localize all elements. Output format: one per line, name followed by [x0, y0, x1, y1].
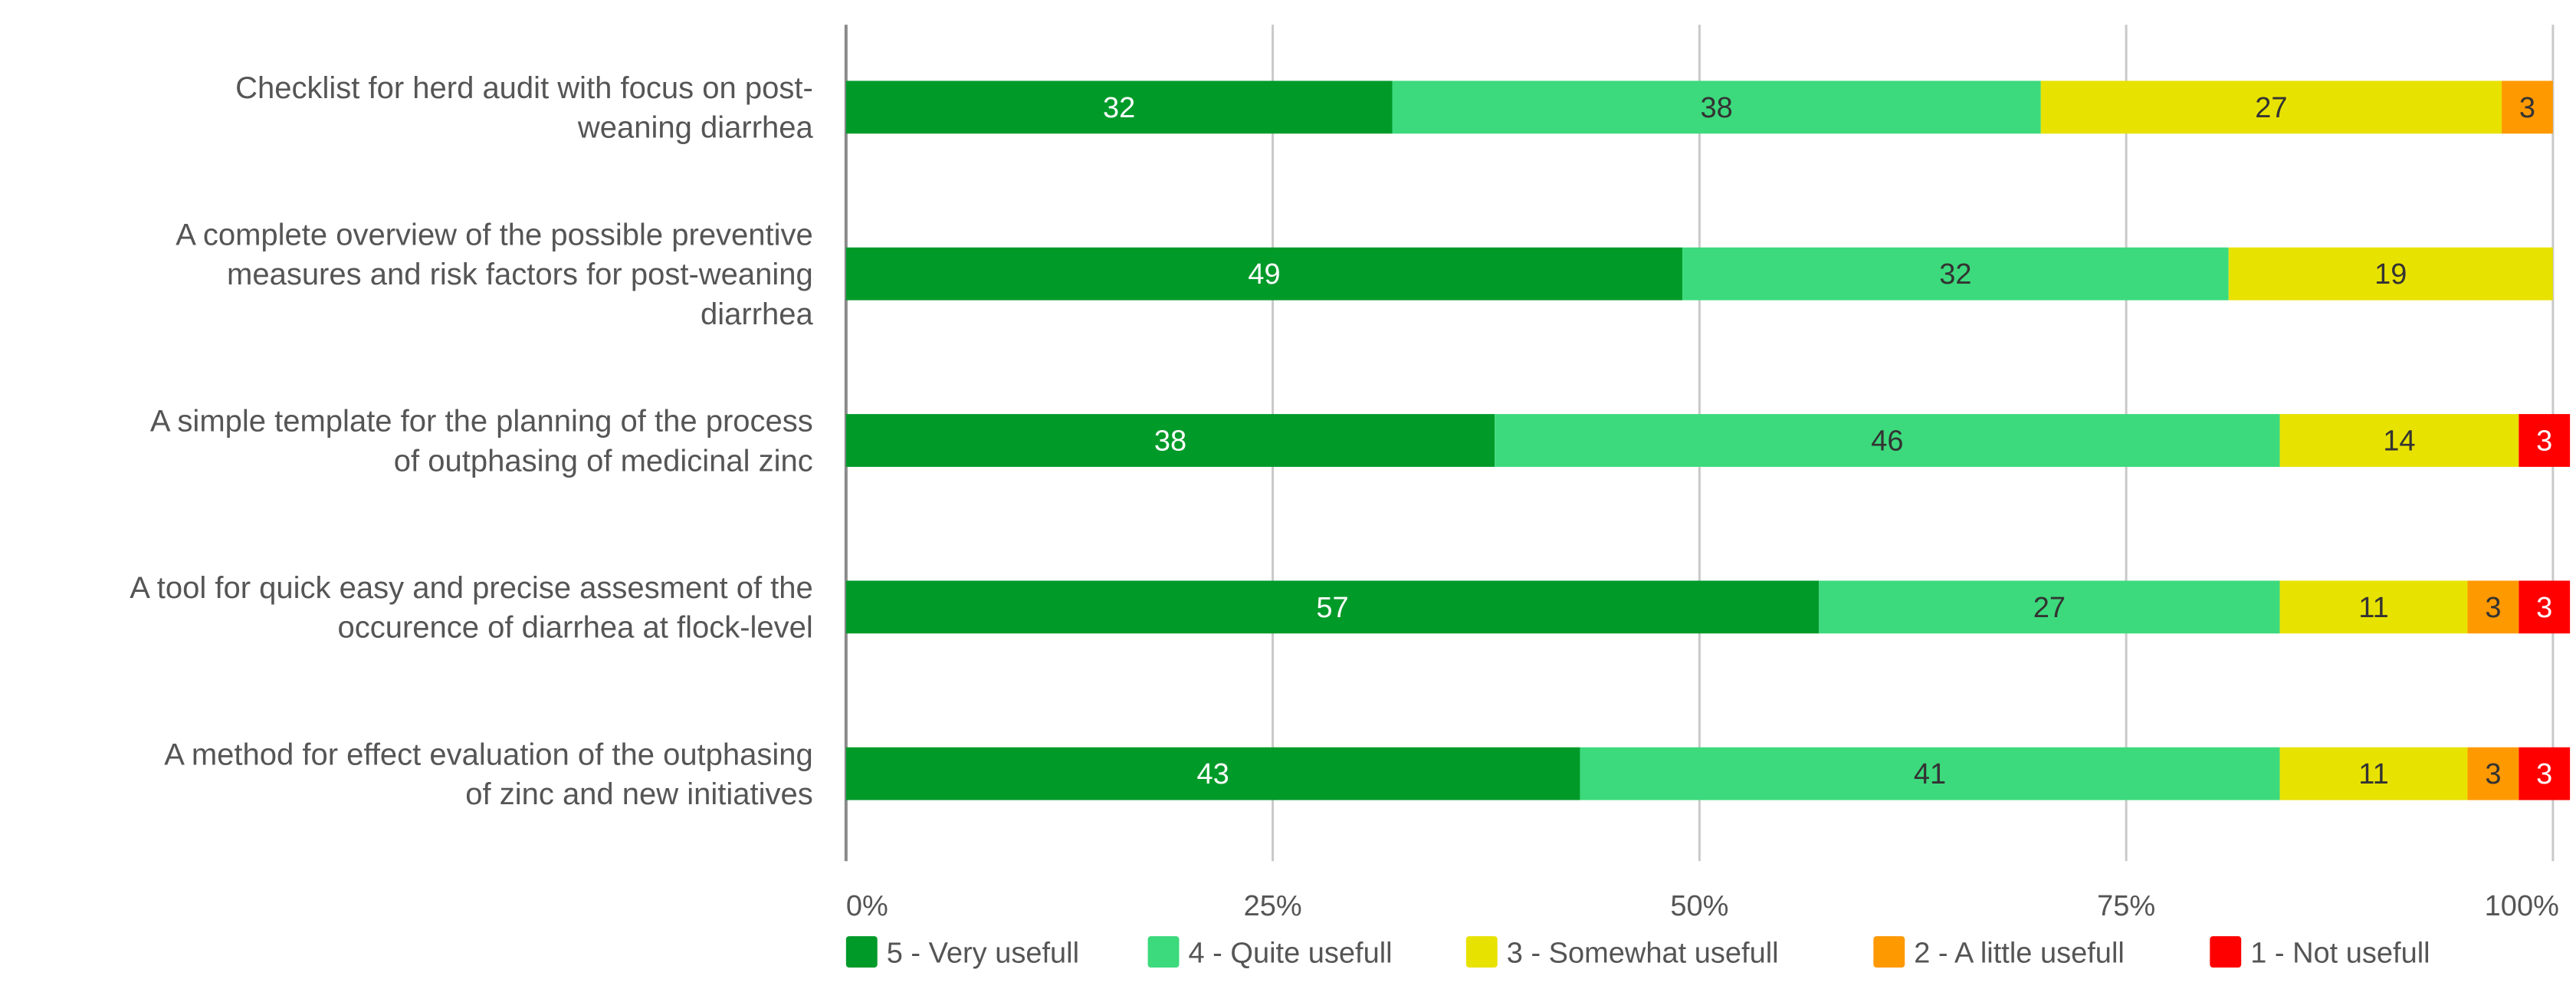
- legend-label: 4 - Quite usefull: [1188, 938, 1392, 970]
- bar-value-label: 11: [2358, 592, 2388, 624]
- bar-segment: [845, 414, 1495, 467]
- bar-value-label: 43: [1197, 758, 1229, 790]
- bar-value-label: 41: [1914, 758, 1946, 790]
- bar-segment: [1495, 414, 2280, 467]
- bar-segment: [2519, 580, 2571, 634]
- legend-label: 2 - A little usefull: [1914, 938, 2125, 970]
- bar-segment: [2519, 414, 2571, 467]
- bar-value-label: 38: [1154, 426, 1186, 458]
- bar-value-label: 11: [2358, 758, 2388, 790]
- x-tick-label: 100%: [2485, 890, 2559, 922]
- bar-value-label: 19: [2374, 258, 2407, 291]
- bar-value-label: 27: [2033, 592, 2066, 624]
- legend-swatch: [845, 936, 878, 968]
- bar-value-label: 49: [1248, 258, 1280, 291]
- bar-value-label: 32: [1939, 258, 1971, 291]
- bar-segment: [2519, 747, 2571, 800]
- bar-value-label: 3: [2519, 92, 2535, 124]
- category-label: A tool for quick easy and precise assesm…: [130, 571, 813, 605]
- legend: 5 - Very usefull 4 - Quite usefull 3 - Som…: [845, 936, 2430, 970]
- bar-value-label: 3: [2536, 758, 2552, 790]
- category-label: A simple template for the planning of th…: [150, 405, 813, 439]
- legend-swatch: [1873, 936, 1905, 968]
- legend-item: 2 - A little usefull: [1873, 936, 2125, 970]
- legend-swatch: [2210, 936, 2242, 968]
- x-tick-label: 75%: [2097, 890, 2155, 922]
- bar-segment: [2467, 747, 2519, 800]
- category-label: diarrhea: [701, 297, 814, 331]
- legend-item: 1 - Not usefull: [2210, 936, 2430, 970]
- category-label: of outphasing of medicinal zinc: [394, 444, 813, 478]
- category-label: Checklist for herd audit with focus on p…: [235, 71, 813, 105]
- bar-value-label: 3: [2536, 426, 2552, 458]
- bars: 32 38 27 3 49 32 19 38 46 14 3 57 27 11 3 3 43 41 11 3 3: [845, 80, 2571, 800]
- legend-item: 3 - Somewhat usefull: [1465, 936, 1779, 970]
- bar-segment: [1580, 747, 2280, 800]
- legend-swatch: [1465, 936, 1498, 968]
- bar-value-label: 32: [1103, 92, 1135, 124]
- category-label: weaning diarrhea: [577, 111, 814, 145]
- bar-segment: [1819, 580, 2280, 634]
- legend-label: 5 - Very usefull: [887, 938, 1079, 970]
- bar-value-label: 46: [1871, 426, 1903, 458]
- bar-segment: [845, 247, 1683, 301]
- bar-segment: [2467, 580, 2519, 634]
- bar-segment: [1682, 247, 2229, 301]
- x-tick-label: 25%: [1244, 890, 1302, 922]
- bar-segment: [845, 747, 1580, 800]
- legend-label: 1 - Not usefull: [2250, 938, 2430, 970]
- category-label: of zinc and new initiatives: [465, 777, 813, 811]
- category-label: A method for effect evaluation of the ou…: [164, 738, 813, 771]
- legend-swatch: [1147, 936, 1180, 968]
- category-label: A complete overview of the possible prev…: [176, 219, 813, 252]
- bar-value-label: 3: [2536, 592, 2552, 624]
- bar-segment: [2502, 80, 2553, 134]
- bar-segment: [1392, 80, 2041, 134]
- bar-segment: [845, 80, 1393, 134]
- bar-segment: [845, 580, 1820, 634]
- category-labels: Checklist for herd audit with focus on p…: [130, 71, 813, 811]
- bar-segment: [2279, 580, 2468, 634]
- x-axis-ticks: 0% 25% 50% 75% 100%: [846, 890, 2559, 922]
- x-tick-label: 50%: [1670, 890, 1728, 922]
- legend-label: 3 - Somewhat usefull: [1507, 938, 1779, 970]
- bar-value-label: 3: [2485, 592, 2501, 624]
- bar-segment: [2228, 247, 2553, 301]
- legend-item: 4 - Quite usefull: [1147, 936, 1393, 970]
- bar-value-label: 27: [2255, 92, 2287, 124]
- category-label: occurence of diarrhea at flock-level: [337, 611, 812, 645]
- category-label: measures and risk factors for post-weani…: [227, 258, 813, 291]
- bar-value-label: 57: [1316, 592, 1348, 624]
- bar-value-label: 14: [2383, 426, 2415, 458]
- x-tick-label: 0%: [846, 890, 888, 922]
- bar-value-label: 38: [1700, 92, 1732, 124]
- bar-segment: [2279, 414, 2519, 467]
- bar-segment: [2279, 747, 2468, 800]
- bar-value-label: 3: [2485, 758, 2501, 790]
- legend-item: 5 - Very usefull: [845, 936, 1079, 970]
- bar-segment: [2040, 80, 2502, 134]
